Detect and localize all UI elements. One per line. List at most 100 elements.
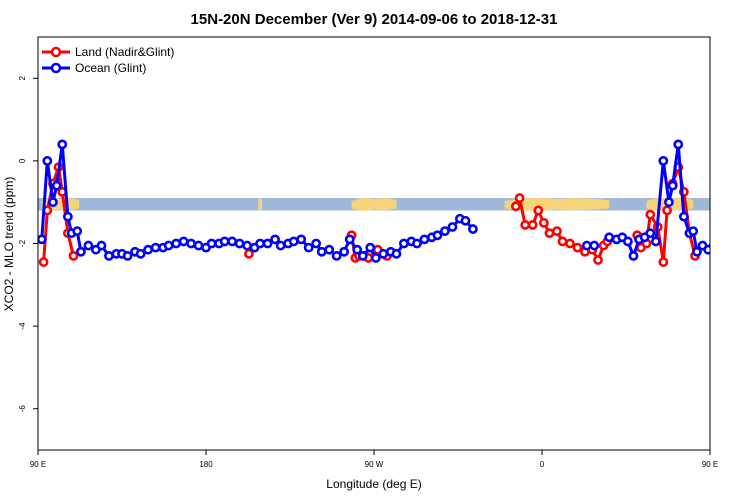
series-1-point-0-51 xyxy=(370,253,381,263)
series-1-point-0-23 xyxy=(178,236,189,247)
series-1-point-0-42 xyxy=(311,238,322,249)
series-0-point-3-9 xyxy=(565,238,575,249)
x-axis: 90 E 180 90 W 0 90 E xyxy=(30,450,718,469)
series-1-point-0-8 xyxy=(76,246,86,257)
series-1-point-0-40 xyxy=(296,234,307,245)
series-0-point-3-1 xyxy=(514,193,525,203)
series-0-point-3-0 xyxy=(510,201,521,212)
legend-label-land: Land (Nadir&Glint) xyxy=(75,45,174,59)
series-1-point-0-24 xyxy=(186,238,196,249)
series-1-point-0-3 xyxy=(51,180,62,191)
series-0-point-3-10 xyxy=(572,242,583,253)
series-1-point-0-12 xyxy=(104,250,114,261)
series-1-point-0-22 xyxy=(171,238,182,249)
series-1-point-2-8 xyxy=(650,236,661,247)
series-1-point-0-36 xyxy=(270,234,280,245)
series-1-point-1-0 xyxy=(581,240,592,251)
series-1-point-0-34 xyxy=(255,238,266,249)
series-0-point-4-6 xyxy=(662,205,672,216)
series-1-point-1-1 xyxy=(589,240,600,251)
series-1-point-0-2 xyxy=(48,197,58,208)
x-tick-label-1: 180 xyxy=(199,460,213,469)
series-1-point-2-18 xyxy=(703,244,710,255)
series-1-point-0-54 xyxy=(391,248,402,259)
series-1 xyxy=(38,139,710,263)
series-1-point-0-50 xyxy=(365,242,376,253)
series-1-point-0-29 xyxy=(219,236,230,247)
series-1-point-2-4 xyxy=(628,250,639,261)
series-1-point-0-46 xyxy=(339,246,350,257)
x-tick-label-4: 90 E xyxy=(702,460,718,469)
series-1-point-0-55 xyxy=(398,238,409,249)
series-1-point-0-44 xyxy=(324,244,335,255)
series-0-point-3-4 xyxy=(533,205,544,216)
x-tick-label-0: 90 E xyxy=(30,460,46,469)
series-1-point-0-45 xyxy=(331,250,342,261)
series-1-point-2-15 xyxy=(688,226,699,237)
y-axis: 2 0 -2 -4 -6 xyxy=(18,76,38,413)
series-1-point-2-9 xyxy=(658,155,669,166)
series-0-point-3-5 xyxy=(538,217,549,228)
series-1-point-0-31 xyxy=(234,238,245,249)
x-axis-label: Longitude (deg E) xyxy=(326,477,421,491)
series-1-point-0-30 xyxy=(227,236,238,247)
series-1-point-0-4 xyxy=(57,139,68,150)
series-1-point-2-0 xyxy=(604,232,615,243)
y-tick-label-4: -6 xyxy=(18,405,27,413)
series-1-point-0-48 xyxy=(352,244,363,255)
x-tick-label-3: 0 xyxy=(540,460,545,469)
y-axis-label: XCO2 - MLO trend (ppm) xyxy=(2,177,16,312)
series-layer xyxy=(38,139,710,267)
series-0-point-3-7 xyxy=(552,226,562,237)
x-tick-label-2: 90 W xyxy=(365,460,384,469)
series-1-point-0-0 xyxy=(38,234,47,245)
series-0-point-0-0 xyxy=(38,257,49,267)
series-1-point-0-11 xyxy=(96,240,107,251)
series-1-point-0-27 xyxy=(206,238,217,249)
series-1-point-0-57 xyxy=(412,238,422,249)
series-1-point-0-49 xyxy=(357,250,368,261)
series-1-point-0-43 xyxy=(316,246,327,257)
series-1-point-0-32 xyxy=(242,240,252,251)
legend-marker-ocean xyxy=(50,62,62,74)
y-tick-label-2: -2 xyxy=(18,239,27,247)
series-1-point-2-16 xyxy=(692,246,702,257)
series-1-point-2-11 xyxy=(667,180,678,191)
series-0-point-3-13 xyxy=(593,255,603,265)
series-1-point-0-25 xyxy=(193,240,204,251)
series-0-point-0-6 xyxy=(68,250,79,261)
y-tick-label-3: -4 xyxy=(18,322,27,330)
series-0-point-3-8 xyxy=(557,236,568,247)
series-0-point-3-3 xyxy=(527,220,538,230)
band-land-2 xyxy=(351,197,397,211)
series-0-point-4-5 xyxy=(658,257,669,267)
series-1-point-0-21 xyxy=(163,240,174,251)
series-1-point-0-60 xyxy=(432,230,443,241)
series-1-point-0-61 xyxy=(440,226,450,237)
series-1-point-0-39 xyxy=(288,236,299,247)
series-1-point-0-58 xyxy=(419,234,430,245)
series-1-point-0-17 xyxy=(135,248,146,259)
series-0-point-3-6 xyxy=(544,228,555,239)
band-land-3 xyxy=(504,197,610,211)
legend-marker-land xyxy=(50,46,62,58)
series-1-point-0-35 xyxy=(262,238,273,249)
series-1-point-2-7 xyxy=(645,228,656,239)
series-1-point-0-19 xyxy=(150,242,161,253)
series-1-point-0-18 xyxy=(143,244,154,255)
chart-title: 15N-20N December (Ver 9) 2014-09-06 to 2… xyxy=(191,11,558,28)
band-land-1 xyxy=(258,197,262,211)
series-1-point-2-10 xyxy=(664,197,674,208)
series-1-point-0-52 xyxy=(378,248,389,259)
series-1-point-0-15 xyxy=(122,250,133,261)
series-1-point-2-12 xyxy=(673,139,684,150)
series-0-point-4-3 xyxy=(645,209,656,220)
series-1-line-2 xyxy=(608,142,710,258)
series-1-point-2-3 xyxy=(622,236,633,247)
series-0-point-1-0 xyxy=(244,248,254,259)
series-1-point-0-41 xyxy=(303,242,314,253)
series-1-point-0-1 xyxy=(42,155,53,166)
y-tick-label-1: 0 xyxy=(18,158,27,163)
series-1-point-0-64 xyxy=(460,215,471,226)
